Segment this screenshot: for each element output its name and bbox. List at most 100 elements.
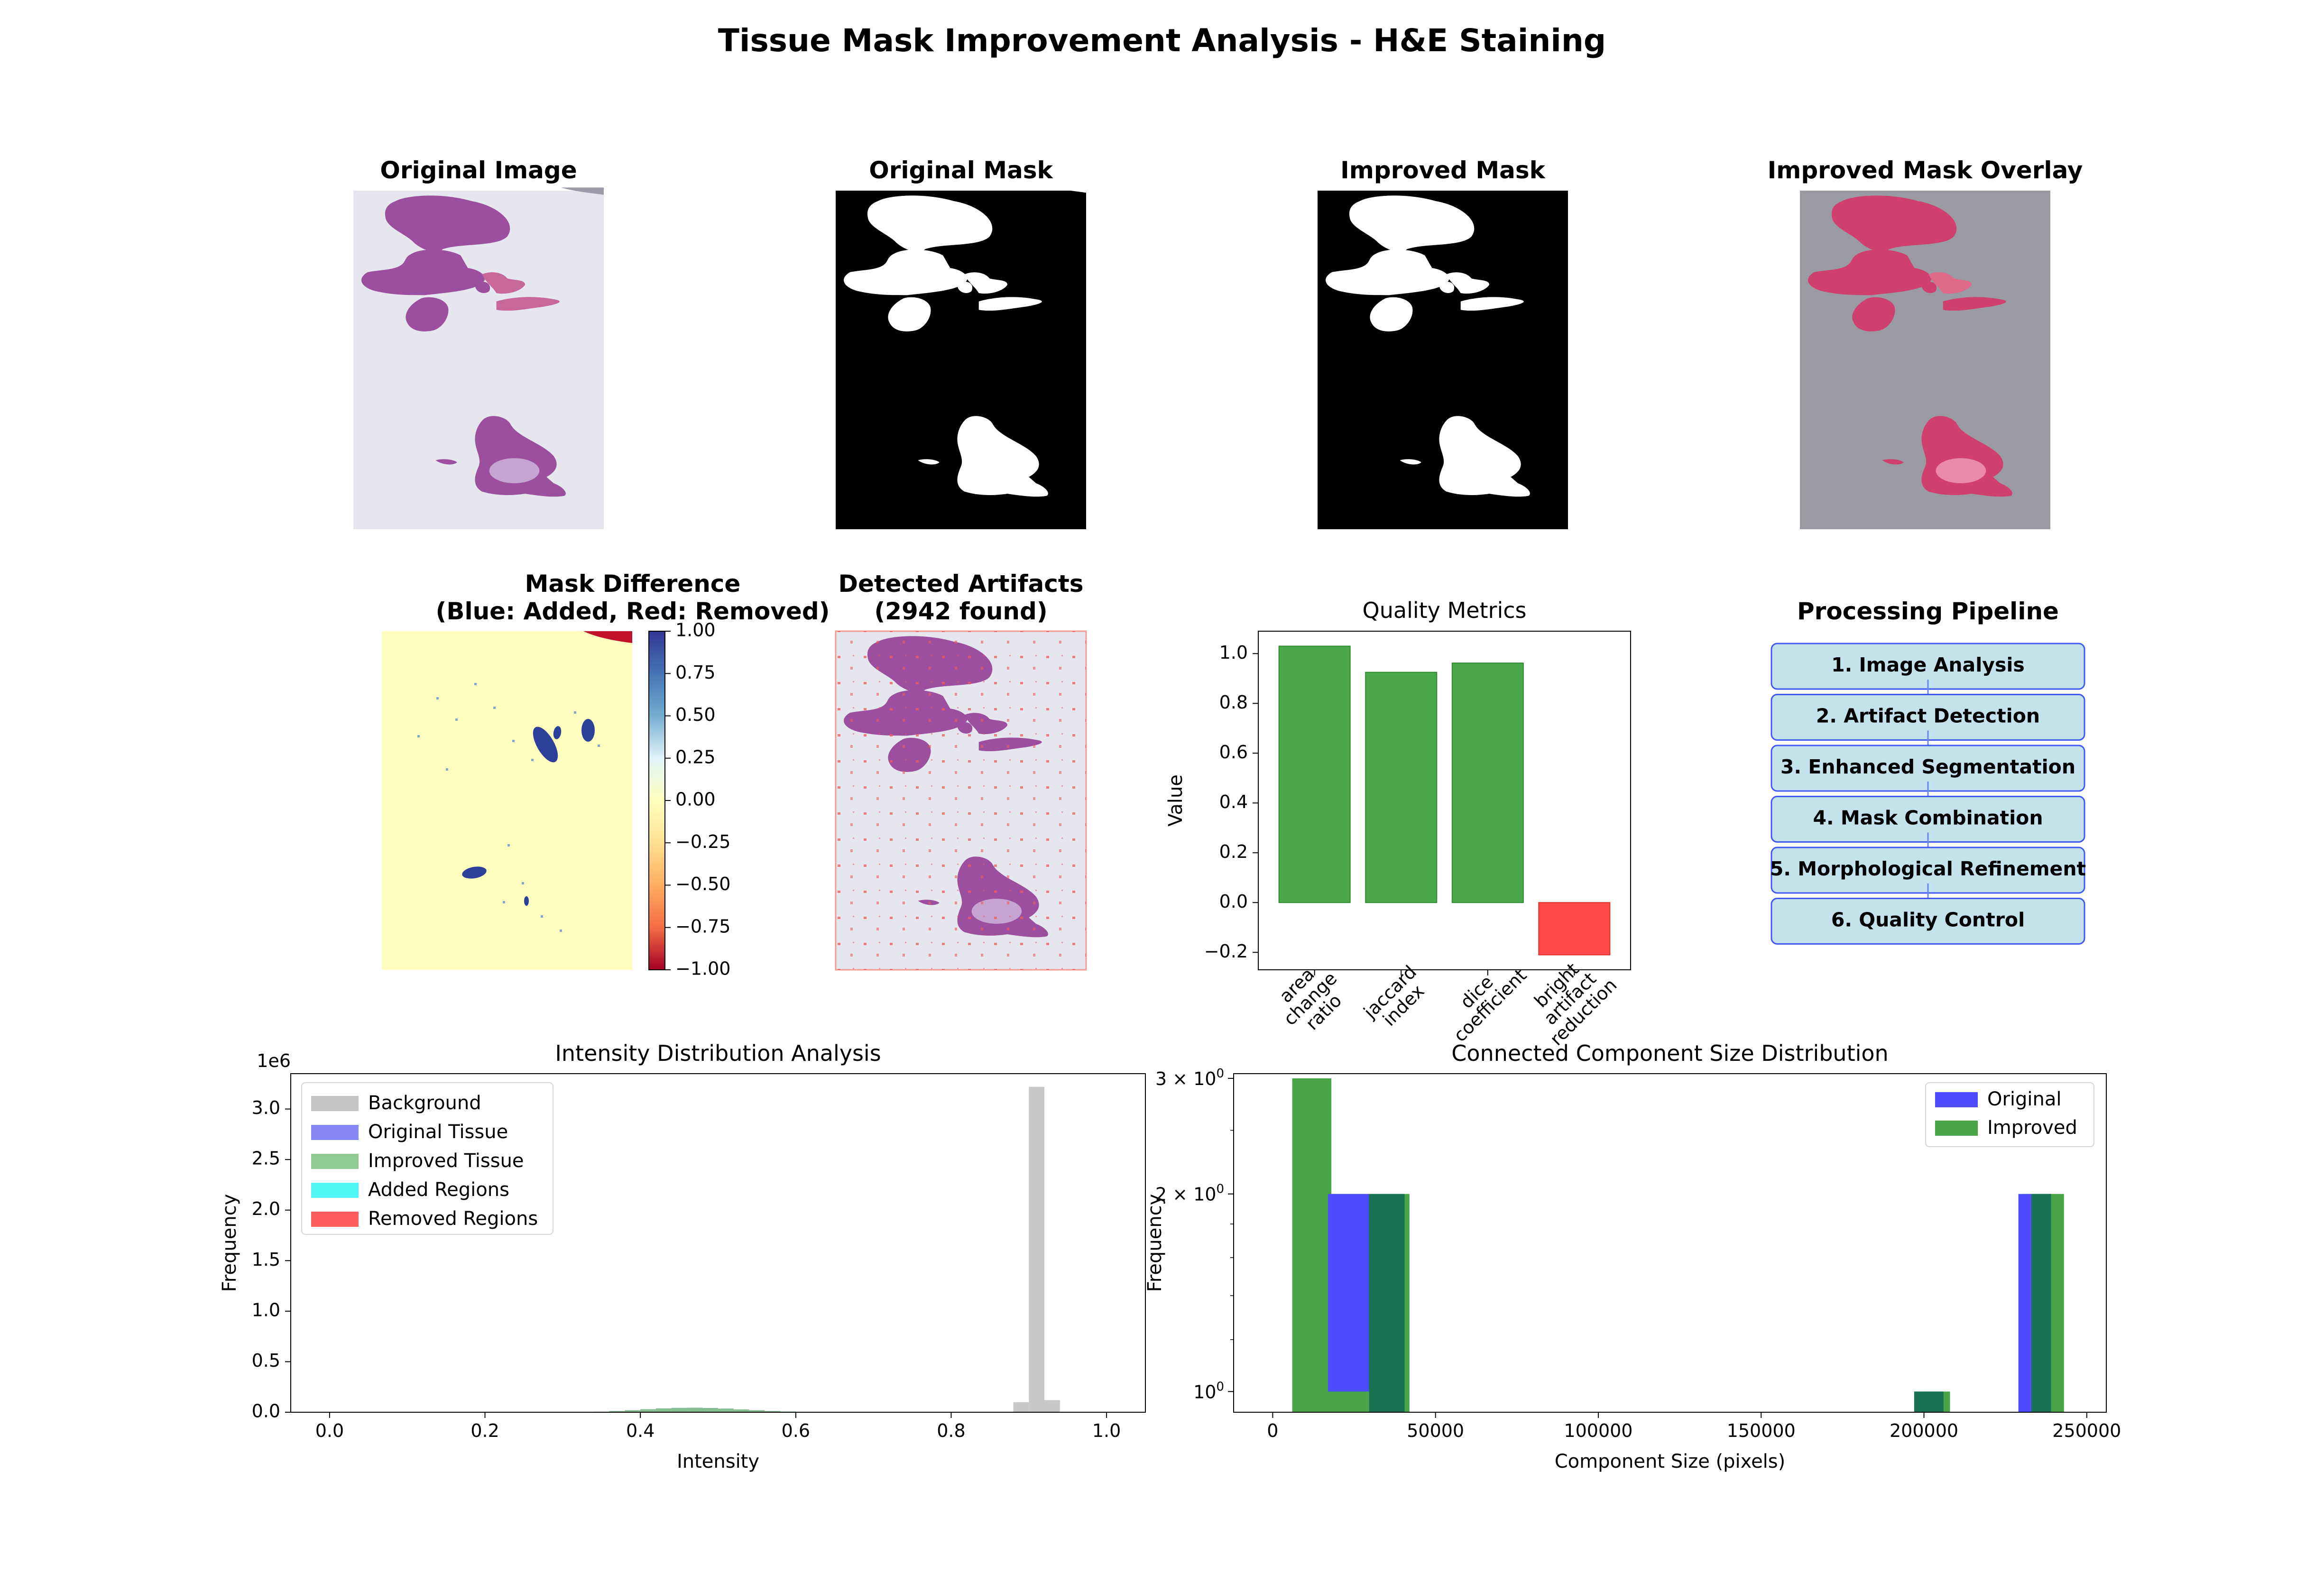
added-speck [503,901,505,903]
y-tick-label: 3 × 100 [1155,1067,1224,1089]
histogram-bar [718,1408,734,1412]
colorbar-tick-label: −0.25 [675,831,730,852]
x-tick-label: 0.0 [315,1420,344,1441]
y-axis-label: Value [1165,774,1187,827]
added-region [581,719,595,742]
x-tick-label: 0.2 [470,1420,499,1441]
pipeline-step-label: 2. Artifact Detection [1816,705,2040,727]
colorbar-tick-label: −0.50 [675,874,730,894]
x-tick-label: 1.0 [1092,1420,1121,1441]
difference-background [382,631,632,970]
legend-label: Removed Regions [368,1208,538,1230]
quality-bar [1538,902,1611,956]
added-speck [574,711,576,714]
artifacts-title: Detected Artifacts [838,570,1083,598]
legend-swatch [311,1096,359,1111]
legend-label: Original Tissue [368,1121,508,1143]
pipeline-step-label: 6. Quality Control [1831,909,2025,931]
axes-frame [290,1073,1146,1413]
added-speck [598,745,600,747]
mask-edge-artifact [1050,186,1086,193]
legend-label: Original [1987,1088,2062,1110]
y-tick-label: 2.0 [252,1198,280,1219]
legend-swatch [1935,1121,1978,1136]
axes-frame [1258,631,1631,970]
pipeline-step-label: 4. Mask Combination [1813,807,2043,829]
histogram-bar [733,1409,749,1412]
histogram-bar [687,1407,703,1412]
colorbar [648,631,665,970]
histogram-bar [749,1410,765,1412]
pipeline-step-box [1771,898,2085,945]
histogram-bar [1013,1402,1029,1412]
legend-swatch [311,1125,359,1140]
improved-bar [1292,1078,1331,1412]
processing-pipeline: Processing Pipeline 1. Image Analysis 2. A… [1770,598,2086,945]
added-speck [541,915,543,918]
x-tick-label: 0 [1267,1420,1278,1441]
added-speck [474,683,477,685]
y-tick-label: 0.8 [1219,692,1248,713]
y-tick-label: −0.2 [1204,941,1248,962]
y-tick-label: 2.5 [252,1148,280,1169]
pink-tissue-fragment [482,272,526,294]
x-tick-label: 250000 [2052,1420,2121,1441]
added-speck [512,740,515,742]
colorbar-tick-label: 1.00 [675,620,716,641]
original-image-panel: Original Image [353,156,604,529]
legend-label: Improved Tissue [368,1150,524,1172]
x-tick-label: areachangeratio [1266,955,1355,1043]
x-axis-label: Intensity [677,1451,759,1472]
x-tick-label: dicecoefficient [1436,951,1531,1046]
y-tick-label: 0.2 [1219,841,1248,862]
overlay-pale-area [1936,458,1986,484]
legend-label: Improved [1987,1117,2077,1139]
added-speck [446,768,448,771]
y-tick-label: 0.0 [1219,891,1248,912]
y-tick-label: 100 [1193,1380,1224,1402]
added-region [524,896,529,906]
quality-bar [1365,672,1438,903]
improved-mask-panel: Improved Mask [1318,156,1568,529]
pipeline-step-label: 5. Morphological Refinement [1770,857,2086,880]
original-mask-panel-title: Original Mask [869,156,1053,184]
quality-bar [1278,645,1351,903]
artifacts-count: (2942 found) [874,598,1047,625]
legend-swatch [311,1183,359,1198]
histogram-bar [1029,1086,1045,1412]
mask-difference-panel: Mask Difference(Blue: Added, Red: Remove… [382,570,830,979]
quality-metrics-chart: Quality Metrics areachangeratio jaccardind… [1165,598,1631,1049]
added-speck [531,759,534,761]
y-tick-label: 1.0 [1219,642,1248,663]
axes-frame [1233,1073,2107,1413]
figure-suptitle: Tissue Mask Improvement Analysis - H&E S… [718,22,1606,59]
pipeline-title: Processing Pipeline [1797,598,2059,625]
mask-difference-title: Mask Difference [525,570,741,598]
original-bar [1328,1194,1369,1392]
y-tick-label: 2 × 100 [1155,1182,1224,1205]
legend-label: Background [368,1092,481,1114]
x-tick-label: 150000 [1727,1420,1796,1441]
quality-bar [1451,662,1524,903]
x-tick-label: 50000 [1407,1420,1464,1441]
added-region [462,866,487,879]
x-axis-label: Component Size (pixels) [1555,1451,1785,1472]
x-tick-label: 0.6 [782,1420,810,1441]
added-speck [507,844,510,846]
histogram-bar [625,1410,641,1412]
legend-swatch [311,1212,359,1227]
legend-swatch [1935,1092,1978,1107]
y-tick-label: 0.5 [252,1350,280,1371]
colorbar-tick-label: 0.75 [675,662,716,683]
improved-mask-panel-title: Improved Mask [1340,156,1546,184]
pink-tissue-fragment [496,297,560,311]
added-speck [417,735,420,737]
legend-label: Added Regions [368,1179,509,1201]
detected-artifacts-panel: Detected Artifacts(2942 found) [835,570,1087,971]
removed-region [583,631,632,643]
slide-edge-debris [561,187,604,195]
overlap-bar [1369,1194,1405,1412]
original-image-panel-content [361,187,604,497]
artifact-markers [836,631,1086,970]
pale-tissue-area [489,458,540,484]
